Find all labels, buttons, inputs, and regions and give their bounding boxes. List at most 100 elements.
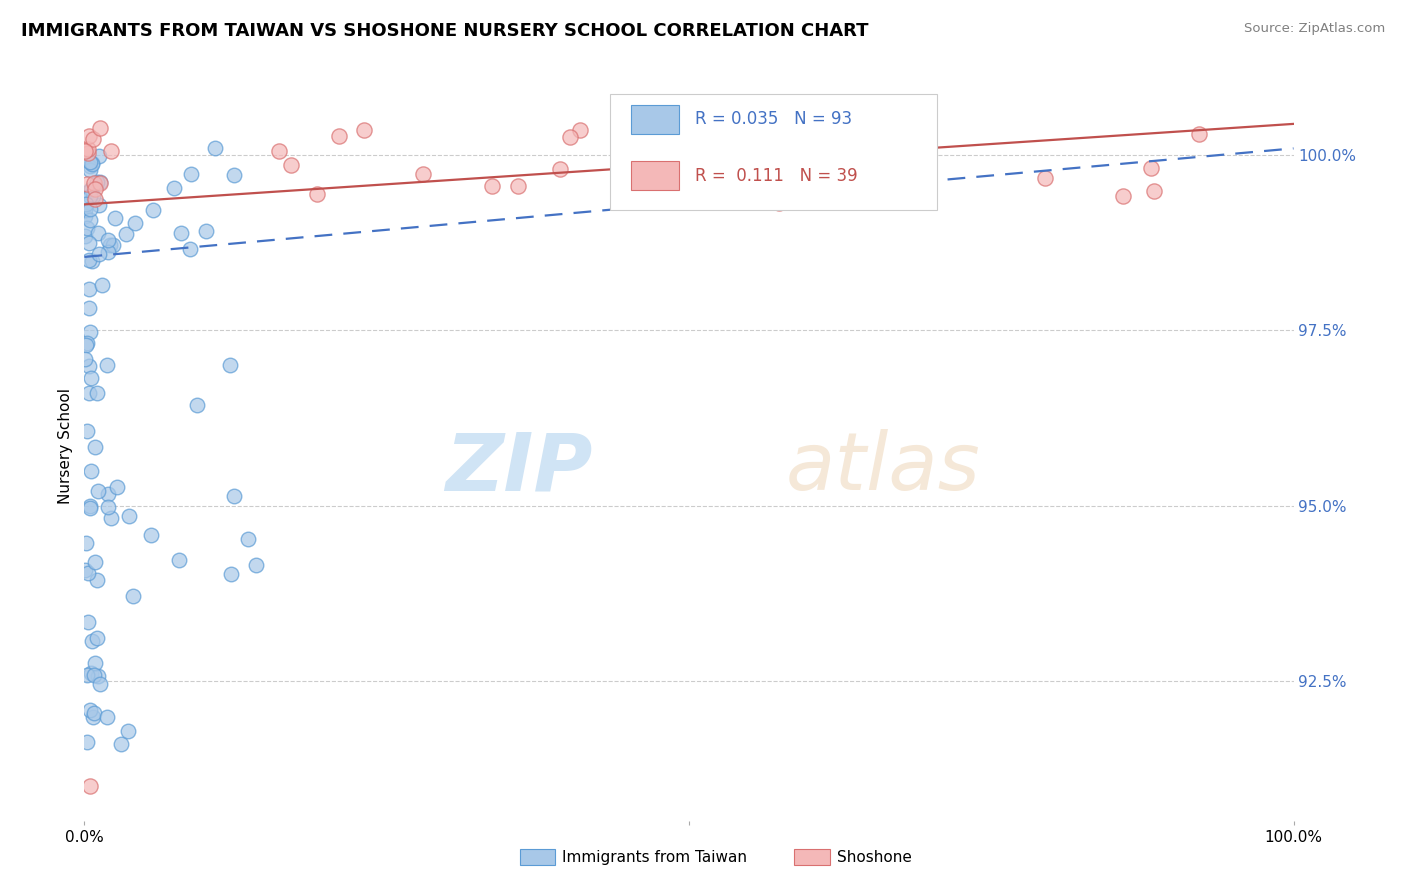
Point (75, 209, 97, 223)
Text: Shoshone: Shoshone (837, 850, 911, 864)
Point (124, 216, 146, 230)
Point (79, 370, 101, 384)
Point (104, 211, 127, 225)
Point (77, 145, 100, 160)
Point (82, 710, 104, 724)
Point (79, 154, 101, 169)
Point (76, 185, 98, 199)
Point (76, 220, 98, 235)
Point (83, 706, 105, 720)
Point (80, 253, 103, 268)
Point (224, 489, 246, 503)
Point (782, 164, 804, 178)
Point (83, 177, 105, 191)
Point (907, 167, 929, 181)
Point (79, 162, 101, 177)
Point (118, 509, 141, 524)
Point (762, 144, 785, 158)
Point (80, 464, 103, 478)
Point (77, 359, 100, 373)
Point (89, 176, 111, 190)
Point (79, 326, 101, 340)
Point (75, 535, 97, 549)
Point (141, 527, 163, 541)
Y-axis label: Nursery School: Nursery School (58, 388, 73, 504)
Point (100, 145, 122, 159)
Point (75, 144, 97, 158)
Point (82, 189, 104, 203)
Point (77, 301, 100, 315)
Point (80, 156, 103, 170)
Point (236, 532, 259, 546)
Point (83, 668, 105, 682)
Point (83, 555, 105, 569)
Point (508, 179, 530, 194)
Point (105, 480, 128, 494)
Point (80, 155, 103, 169)
Point (75, 196, 97, 211)
Point (84, 440, 107, 454)
Point (894, 123, 917, 137)
Point (79, 779, 101, 793)
Point (204, 141, 226, 155)
Point (794, 148, 817, 162)
Point (353, 123, 375, 137)
Point (86, 386, 108, 401)
Point (77, 386, 100, 401)
Point (79, 703, 101, 717)
Point (569, 122, 592, 136)
Point (245, 558, 267, 572)
Point (768, 196, 790, 211)
Point (170, 226, 193, 240)
Point (179, 243, 201, 257)
Point (73, 563, 96, 577)
Point (76, 177, 98, 191)
Text: Immigrants from Taiwan: Immigrants from Taiwan (562, 850, 748, 864)
Point (1140, 161, 1163, 175)
Point (280, 158, 302, 172)
Bar (631, 161, 679, 190)
Point (86, 573, 108, 587)
Point (79, 159, 101, 173)
Point (163, 181, 186, 195)
Point (73, 351, 96, 366)
Point (180, 167, 202, 181)
Point (1143, 185, 1166, 199)
Point (269, 144, 291, 158)
Point (84, 656, 107, 670)
Point (89, 175, 111, 189)
Point (86, 175, 108, 189)
Point (412, 167, 434, 181)
Point (222, 168, 245, 182)
Point (75, 229, 97, 244)
Point (79, 499, 101, 513)
Point (77, 282, 100, 296)
Point (98, 237, 121, 252)
Point (481, 179, 503, 194)
Point (87, 484, 110, 499)
Point (84, 182, 107, 196)
Point (97, 487, 120, 501)
Point (87, 198, 110, 212)
Point (96, 358, 118, 372)
Point (548, 161, 571, 176)
Point (1112, 189, 1135, 203)
Text: IMMIGRANTS FROM TAIWAN VS SHOSHONE NURSERY SCHOOL CORRELATION CHART: IMMIGRANTS FROM TAIWAN VS SHOSHONE NURSE… (21, 22, 869, 40)
Point (84, 192, 107, 206)
Point (87, 226, 110, 240)
Point (560, 130, 582, 145)
Point (79, 202, 101, 217)
Point (194, 224, 217, 238)
Point (77, 142, 100, 156)
Point (76, 615, 98, 629)
Point (219, 358, 242, 372)
Point (307, 186, 329, 201)
Point (89, 677, 111, 691)
Point (219, 566, 242, 581)
Point (87, 669, 110, 683)
Point (97, 245, 120, 260)
Point (720, 192, 742, 206)
Point (97, 500, 120, 514)
Point (75, 338, 97, 352)
Point (79, 213, 101, 227)
